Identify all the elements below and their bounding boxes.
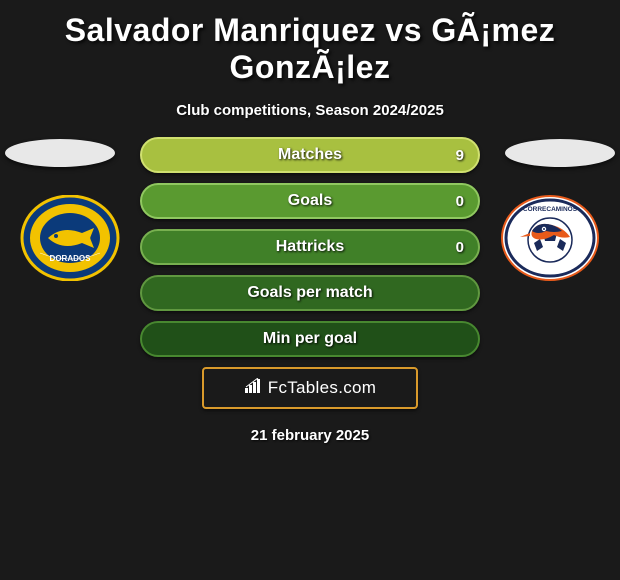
stat-row-min-per-goal: Min per goal [140, 321, 480, 357]
stat-value: 0 [456, 239, 464, 256]
stat-value: 0 [456, 193, 464, 210]
stat-label: Hattricks [276, 238, 344, 256]
stat-row-matches: Matches 9 [140, 137, 480, 173]
svg-text:DORADOS: DORADOS [50, 254, 92, 263]
chart-icon [244, 378, 264, 399]
stat-value: 9 [456, 147, 464, 164]
dorados-icon: DORADOS [20, 195, 120, 281]
comparison-card: Salvador Manriquez vs GÃ¡mez GonzÃ¡lez C… [0, 0, 620, 444]
right-player-oval [505, 139, 615, 167]
stat-label: Matches [278, 146, 342, 164]
stat-label: Min per goal [263, 330, 357, 348]
season-subtitle: Club competitions, Season 2024/2025 [0, 92, 620, 137]
stat-row-goals-per-match: Goals per match [140, 275, 480, 311]
brand-text: FcTables.com [268, 378, 376, 398]
stat-label: Goals [288, 192, 332, 210]
stat-row-hattricks: Hattricks 0 [140, 229, 480, 265]
right-team-badge: CORRECAMINOS [500, 195, 600, 281]
left-team-badge: DORADOS [20, 195, 120, 281]
stat-row-goals: Goals 0 [140, 183, 480, 219]
left-player-oval [5, 139, 115, 167]
svg-text:CORRECAMINOS: CORRECAMINOS [523, 206, 578, 213]
stat-label: Goals per match [247, 284, 372, 302]
correcaminos-icon: CORRECAMINOS [500, 195, 600, 281]
stats-list: Matches 9 Goals 0 Hattricks 0 Goals per … [140, 137, 480, 357]
page-title: Salvador Manriquez vs GÃ¡mez GonzÃ¡lez [0, 0, 620, 92]
middle-section: DORADOS CORRECAMINOS [0, 137, 620, 444]
branding-box[interactable]: FcTables.com [202, 367, 418, 409]
date-label: 21 february 2025 [0, 409, 620, 444]
